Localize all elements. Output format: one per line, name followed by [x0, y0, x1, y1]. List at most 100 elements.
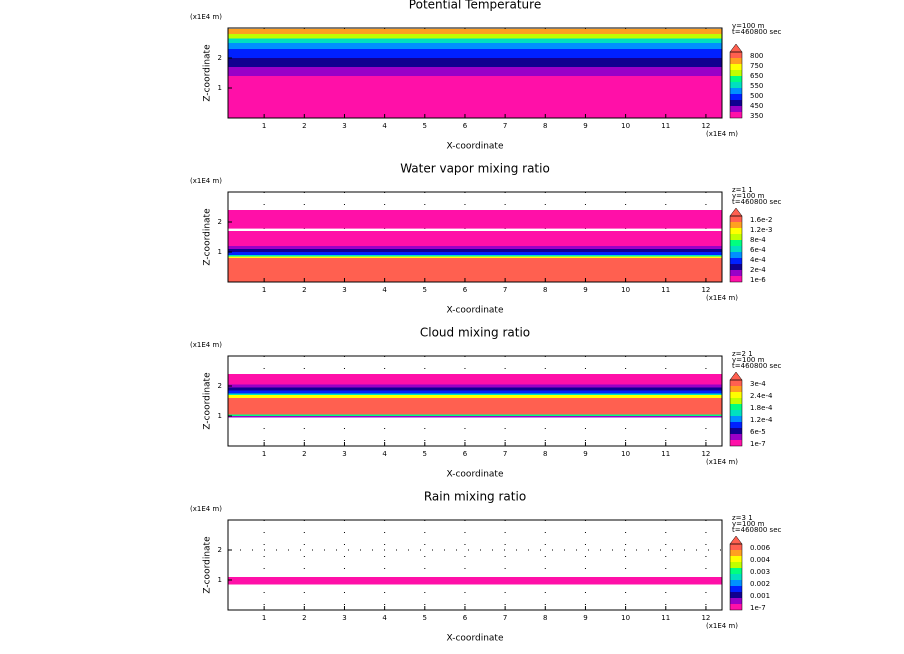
colorbar-swatch [730, 586, 742, 592]
colorbar-frame [729, 379, 743, 447]
x-tick-label: 1 [262, 122, 266, 130]
colorbar-swatch [730, 216, 742, 222]
colorbar-swatch [730, 112, 742, 118]
colorbar-swatch [730, 52, 742, 58]
annotation: t=460800 sec [732, 526, 782, 534]
y-tick-label: 1 [218, 248, 222, 256]
x-tick-label: 8 [543, 122, 547, 130]
x-tick-label: 9 [583, 286, 587, 294]
contour-band [228, 414, 722, 416]
x-unit: (x1E4 m) [706, 294, 738, 302]
plot-frame [227, 27, 723, 119]
y-tick-label: 2 [218, 54, 222, 62]
colorbar-swatch [730, 94, 742, 100]
colorbar-label: 750 [750, 62, 763, 70]
y-axis-label: Z-coordinate [203, 536, 213, 594]
colorbar-swatch [730, 76, 742, 82]
colorbar-label: 2e-4 [750, 266, 766, 274]
contour-band [228, 252, 722, 255]
y-axis-label: Z-coordinate [203, 208, 213, 266]
colorbar-swatch [730, 410, 742, 416]
contour-band [228, 416, 722, 418]
annotation: y=100 m [732, 22, 765, 30]
colorbar-swatch [730, 64, 742, 70]
plot-frame [227, 519, 723, 611]
x-tick-label: 2 [302, 286, 306, 294]
contour-band [228, 255, 722, 257]
contour-band [228, 398, 722, 415]
x-axis-label: X-coordinate [447, 634, 504, 644]
colorbar-swatch [730, 434, 742, 440]
colorbar-swatch [730, 270, 742, 276]
plot-frame [227, 191, 723, 283]
x-tick-label: 9 [583, 450, 587, 458]
x-tick-label: 10 [621, 450, 630, 458]
colorbar-swatch [730, 70, 742, 76]
colorbar-label: 2.4e-4 [750, 392, 773, 400]
contour-band [228, 395, 722, 398]
colorbar-label: 350 [750, 112, 763, 120]
chart-title: Water vapor mixing ratio [400, 162, 550, 176]
x-tick-label: 8 [543, 450, 547, 458]
colorbar-swatch [730, 258, 742, 264]
colorbar-swatch [730, 240, 742, 246]
colorbar-label: 1e-6 [750, 276, 766, 284]
y-unit: (x1E4 m) [190, 505, 222, 513]
colorbar-swatch [730, 88, 742, 94]
x-tick-label: 2 [302, 450, 306, 458]
x-tick-label: 4 [382, 614, 387, 622]
x-tick-label: 3 [342, 450, 346, 458]
colorbar-swatch [730, 386, 742, 392]
x-tick-label: 1 [262, 450, 266, 458]
x-tick-label: 6 [463, 122, 468, 130]
x-tick-label: 3 [342, 614, 346, 622]
colorbar-swatch [730, 380, 742, 386]
chart-title: Rain mixing ratio [424, 490, 526, 504]
colorbar-label: 1e-7 [750, 440, 766, 448]
colorbar-swatch [730, 556, 742, 562]
x-tick-label: 8 [543, 614, 547, 622]
colorbar-frame [729, 215, 743, 283]
contour-band [228, 577, 722, 585]
annotation: t=460800 sec [732, 362, 782, 370]
contour-band [228, 249, 722, 252]
contour-band [228, 67, 722, 76]
contour-band [228, 231, 722, 246]
colorbar-swatch [730, 574, 742, 580]
x-tick-label: 11 [661, 286, 670, 294]
x-tick-label: 11 [661, 614, 670, 622]
annotation: t=460800 sec [732, 28, 782, 36]
colorbar-label: 6e-4 [750, 246, 766, 254]
annotation: y=100 m [732, 192, 765, 200]
x-tick-label: 3 [342, 286, 346, 294]
colorbar-swatch [730, 580, 742, 586]
colorbar-label: 550 [750, 82, 763, 90]
colorbar-swatch [730, 82, 742, 88]
colorbar-swatch [730, 544, 742, 550]
x-tick-label: 12 [701, 122, 710, 130]
x-tick-label: 6 [463, 286, 468, 294]
x-tick-label: 12 [701, 614, 710, 622]
colorbar-label: 4e-4 [750, 256, 766, 264]
y-unit: (x1E4 m) [190, 13, 222, 21]
colorbar-label: 1e-7 [750, 604, 766, 612]
y-tick-label: 1 [218, 412, 222, 420]
x-tick-label: 12 [701, 286, 710, 294]
contour-band [228, 387, 722, 391]
x-axis-label: X-coordinate [447, 470, 504, 480]
colorbar-frame [729, 543, 743, 611]
colorbar-arrow [729, 371, 743, 381]
contour-band [228, 246, 722, 249]
x-unit: (x1E4 m) [706, 130, 738, 138]
colorbar-swatch [730, 562, 742, 568]
annotation: z=2 1 [732, 350, 753, 358]
x-tick-label: 10 [621, 286, 630, 294]
plot-frame [227, 355, 723, 447]
colorbar-swatch [730, 550, 742, 556]
x-tick-label: 2 [302, 614, 306, 622]
contour-band [228, 374, 722, 385]
annotation: t=460800 sec [732, 198, 782, 206]
contour-band [228, 76, 722, 118]
x-tick-label: 4 [382, 450, 387, 458]
